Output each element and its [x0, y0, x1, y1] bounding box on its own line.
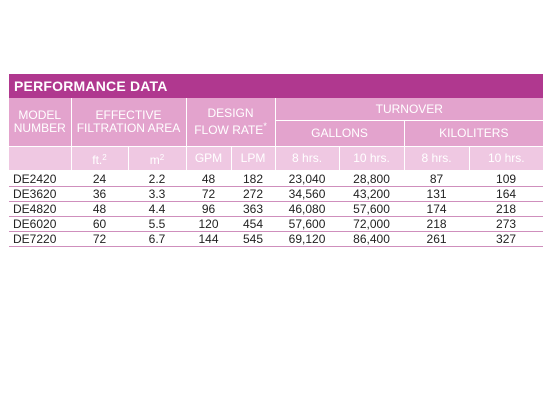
model-number-cell: DE3620	[9, 186, 71, 202]
kiloliters-10hrs-cell: 218	[469, 201, 544, 217]
kiloliters-10hrs-cell: 109	[469, 170, 544, 187]
gallons-8hrs-cell: 34,560	[275, 186, 340, 202]
model-number-cell: DE2420	[9, 170, 71, 187]
gallons-10hrs-cell: 72,000	[339, 216, 405, 232]
gallons-10hrs-cell: 43,200	[339, 186, 405, 202]
table-row: DE6020 60 5.5 120 454 57,600 72,000 218 273	[9, 216, 544, 232]
filtration-m2-cell: 5.5	[128, 216, 187, 232]
kiloliters-8hrs-cell: 131	[404, 186, 470, 202]
gallons-8hrs-cell: 69,120	[275, 231, 340, 247]
flow-gpm-cell: 48	[186, 170, 232, 187]
unit-gallons-10hrs: 10 hrs.	[339, 146, 405, 171]
filtration-ft2-cell: 48	[71, 201, 128, 217]
kiloliters-10hrs-cell: 273	[469, 216, 544, 232]
filtration-ft2-cell: 36	[71, 186, 128, 202]
unit-gpm: GPM	[186, 146, 232, 171]
table-body: DE2420 24 2.2 48 182 23,040 28,800 87 109 DE3620 3…	[9, 170, 544, 247]
filtration-area-header: EFFECTIVE FILTRATION AREA	[71, 98, 187, 147]
gallons-8hrs-cell: 46,080	[275, 201, 340, 217]
turnover-header: TURNOVER	[275, 98, 544, 121]
flow-lpm-cell: 272	[231, 186, 276, 202]
units-row: ft.2 m2 GPM LPM 8 hrs. 10 hrs. 8 hrs. 10…	[9, 146, 544, 171]
unit-gallons-8hrs: 8 hrs.	[275, 146, 340, 171]
unit-m2: m2	[128, 146, 187, 171]
filtration-ft2-cell: 24	[71, 170, 128, 187]
flow-rate-footnote-mark: *	[263, 121, 267, 131]
filtration-m2-cell: 4.4	[128, 201, 187, 217]
performance-table: MODEL NUMBER EFFECTIVE FILTRATION AREA D…	[9, 98, 544, 247]
kiloliters-8hrs-cell: 218	[404, 216, 470, 232]
unit-lpm: LPM	[231, 146, 276, 171]
unit-kiloliters-8hrs: 8 hrs.	[404, 146, 470, 171]
kiloliters-8hrs-cell: 87	[404, 170, 470, 187]
gallons-header: GALLONS	[275, 120, 405, 147]
design-flow-rate-header: DESIGN FLOW RATE*	[186, 98, 276, 147]
table-row: DE7220 72 6.7 144 545 69,120 86,400 261 327	[9, 231, 544, 247]
filtration-m2-cell: 2.2	[128, 170, 187, 187]
flow-lpm-cell: 545	[231, 231, 276, 247]
filtration-ft2-cell: 72	[71, 231, 128, 247]
filtration-m2-cell: 3.3	[128, 186, 187, 202]
flow-gpm-cell: 120	[186, 216, 232, 232]
filtration-ft2-cell: 60	[71, 216, 128, 232]
gallons-8hrs-cell: 57,600	[275, 216, 340, 232]
kiloliters-10hrs-cell: 327	[469, 231, 544, 247]
table-row: DE2420 24 2.2 48 182 23,040 28,800 87 109	[9, 170, 544, 187]
performance-data-panel: PERFORMANCE DATA MODEL NUMBER EFFECTIVE …	[9, 74, 544, 247]
unit-kiloliters-10hrs: 10 hrs.	[469, 146, 544, 171]
filtration-m2-cell: 6.7	[128, 231, 187, 247]
gallons-10hrs-cell: 28,800	[339, 170, 405, 187]
units-blank-cell	[9, 146, 72, 171]
model-number-cell: DE6020	[9, 216, 71, 232]
flow-lpm-cell: 454	[231, 216, 276, 232]
model-number-cell: DE4820	[9, 201, 71, 217]
kiloliters-10hrs-cell: 164	[469, 186, 544, 202]
gallons-8hrs-cell: 23,040	[275, 170, 340, 187]
section-title: PERFORMANCE DATA	[9, 74, 543, 98]
gallons-10hrs-cell: 86,400	[339, 231, 405, 247]
kiloliters-header: KILOLITERS	[404, 120, 544, 147]
flow-gpm-cell: 96	[186, 201, 232, 217]
model-number-header: MODEL NUMBER	[9, 98, 72, 147]
table-header: MODEL NUMBER EFFECTIVE FILTRATION AREA D…	[9, 98, 544, 171]
kiloliters-8hrs-cell: 261	[404, 231, 470, 247]
flow-gpm-cell: 72	[186, 186, 232, 202]
table-row: DE3620 36 3.3 72 272 34,560 43,200 131 164	[9, 186, 544, 202]
flow-lpm-cell: 363	[231, 201, 276, 217]
gallons-10hrs-cell: 57,600	[339, 201, 405, 217]
table-row: DE4820 48 4.4 96 363 46,080 57,600 174 218	[9, 201, 544, 217]
flow-lpm-cell: 182	[231, 170, 276, 187]
model-number-cell: DE7220	[9, 231, 71, 247]
unit-ft2: ft.2	[71, 146, 129, 171]
kiloliters-8hrs-cell: 174	[404, 201, 470, 217]
flow-gpm-cell: 144	[186, 231, 232, 247]
